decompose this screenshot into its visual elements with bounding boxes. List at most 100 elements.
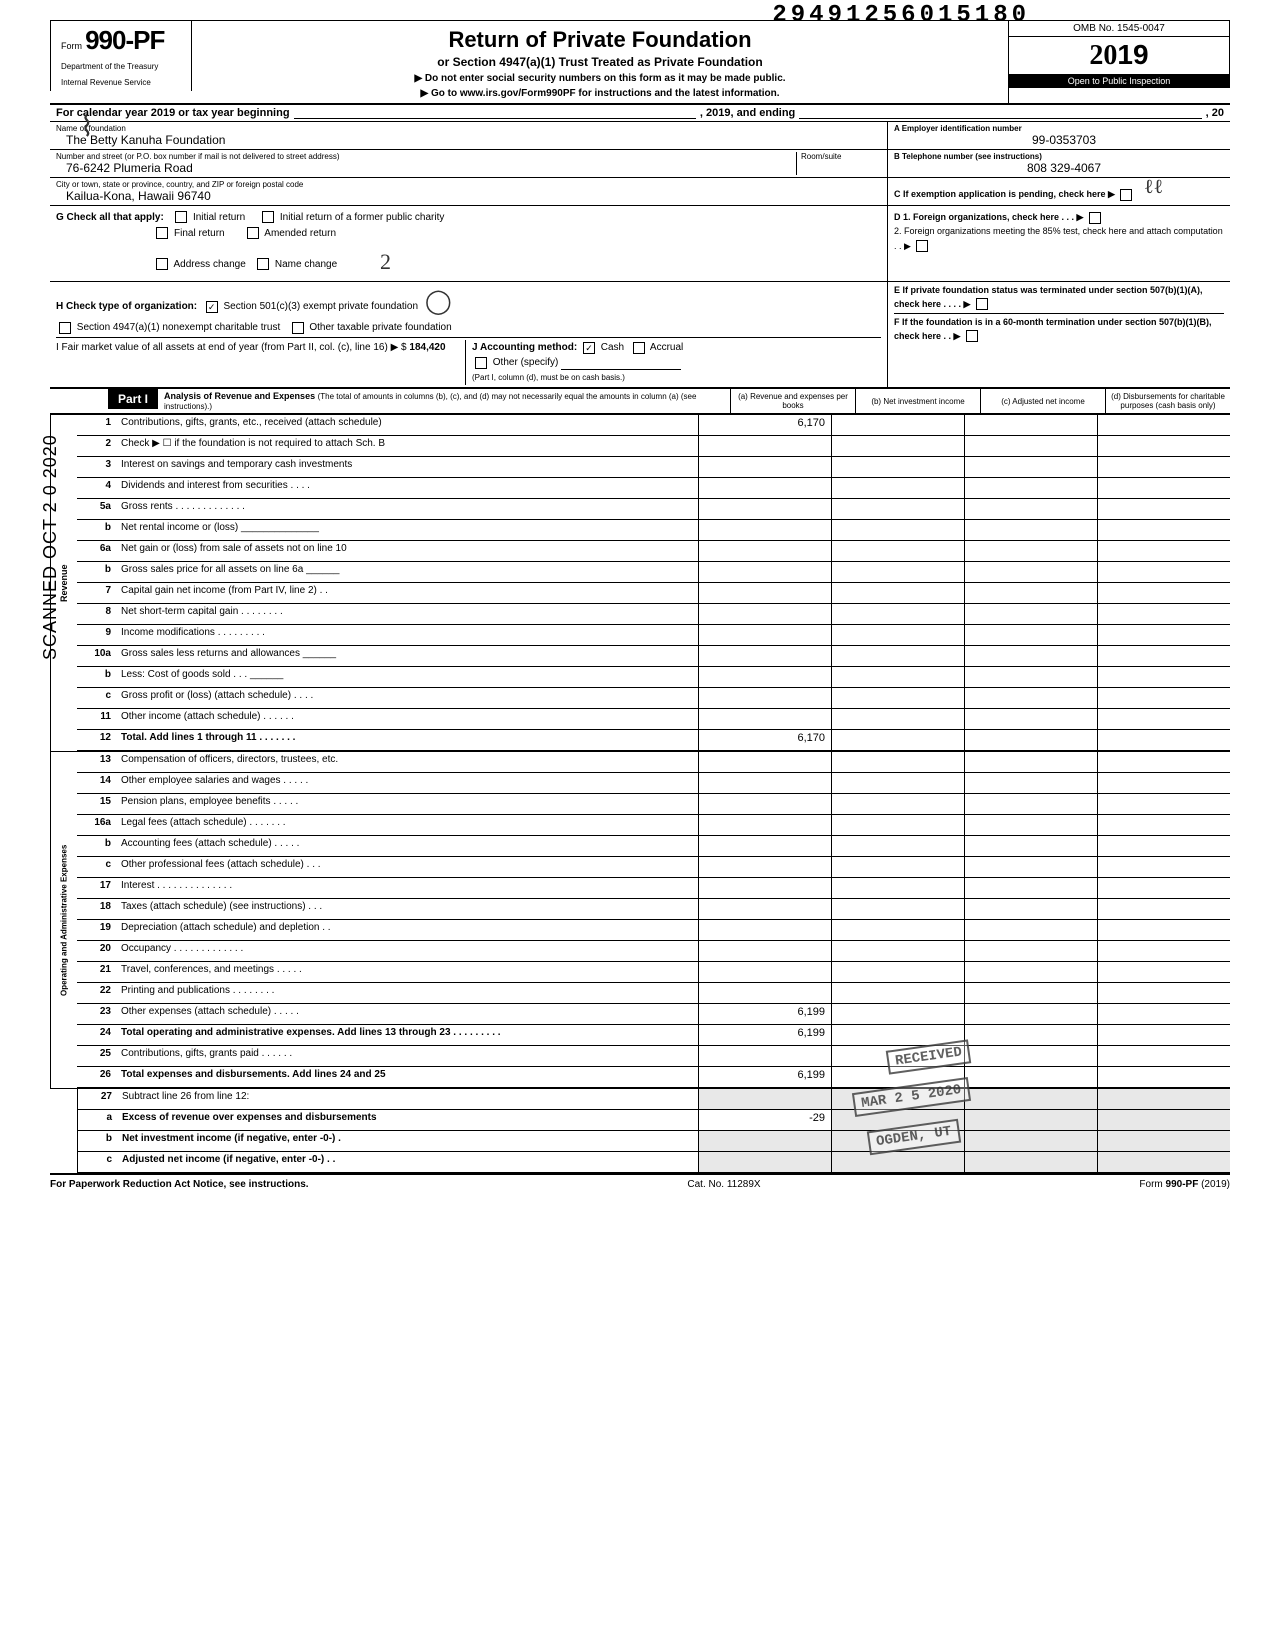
line-number: b	[78, 1131, 118, 1151]
amount-cell	[1098, 1131, 1230, 1151]
j-accrual-checkbox[interactable]	[633, 342, 645, 354]
form-990pf-page: 29491256015180 Form 990-PF Department of…	[50, 20, 1230, 1194]
amount-cell	[832, 709, 965, 729]
h-4947-checkbox[interactable]	[59, 322, 71, 334]
net-lines: 27Subtract line 26 from line 12:aExcess …	[78, 1089, 1230, 1173]
cal-year-c: , 20	[1206, 107, 1224, 119]
cal-year-b: , 2019, and ending	[700, 107, 795, 119]
line-desc: Gross sales less returns and allowances …	[117, 646, 699, 666]
line-desc: Less: Cost of goods sold . . . ______	[117, 667, 699, 687]
f-checkbox[interactable]	[966, 330, 978, 342]
g-name-change[interactable]	[257, 258, 269, 270]
amount-cell	[1098, 1152, 1230, 1172]
line-desc: Gross sales price for all assets on line…	[117, 562, 699, 582]
amount-cell	[699, 604, 832, 624]
line-number: 5a	[77, 499, 117, 519]
line-number: 11	[77, 709, 117, 729]
amount-cell	[832, 1089, 965, 1109]
pending-text: C If exemption application is pending, c…	[894, 189, 1115, 199]
amount-cell	[832, 962, 965, 982]
part1-desc: Analysis of Revenue and Expenses (The to…	[158, 389, 731, 413]
form-prefix: Form	[61, 41, 82, 51]
amount-cell	[832, 815, 965, 835]
j-cash-checkbox[interactable]	[583, 342, 595, 354]
line-desc: Depreciation (attach schedule) and deple…	[117, 920, 699, 940]
amount-cell	[832, 499, 965, 519]
g-final-return[interactable]	[156, 227, 168, 239]
amount-cell	[832, 646, 965, 666]
line-row: 7Capital gain net income (from Part IV, …	[77, 583, 1230, 604]
g-initial-return[interactable]	[175, 211, 187, 223]
line-row: 26Total expenses and disbursements. Add …	[77, 1067, 1230, 1088]
line-number: 15	[77, 794, 117, 814]
amount-cell	[965, 499, 1098, 519]
col-c-head: (c) Adjusted net income	[981, 389, 1106, 413]
address-tel-row: Number and street (or P.O. box number if…	[50, 150, 1230, 178]
d2-checkbox[interactable]	[916, 240, 928, 252]
amount-cell	[832, 583, 965, 603]
i-label: I Fair market value of all assets at end…	[56, 342, 407, 353]
amount-cell	[965, 688, 1098, 708]
line-row: 27Subtract line 26 from line 12:	[78, 1089, 1230, 1110]
amount-cell	[832, 857, 965, 877]
amount-cell	[1098, 941, 1230, 961]
line-number: 3	[77, 457, 117, 477]
amount-cell	[699, 794, 832, 814]
amount-cell	[1098, 436, 1230, 456]
line-row: 4Dividends and interest from securities …	[77, 478, 1230, 499]
e-checkbox[interactable]	[976, 298, 988, 310]
public-inspection: Open to Public Inspection	[1009, 74, 1229, 88]
g-address-change[interactable]	[156, 258, 168, 270]
amount-cell	[965, 457, 1098, 477]
line-row: 5aGross rents . . . . . . . . . . . . .	[77, 499, 1230, 520]
g-former-charity[interactable]	[262, 211, 274, 223]
amount-cell: 6,170	[699, 415, 832, 435]
amount-cell	[1098, 794, 1230, 814]
amount-cell	[1098, 520, 1230, 540]
line-number: b	[77, 667, 117, 687]
line-desc: Legal fees (attach schedule) . . . . . .…	[117, 815, 699, 835]
line-number: 4	[77, 478, 117, 498]
page-footer: For Paperwork Reduction Act Notice, see …	[50, 1173, 1230, 1194]
line-desc: Other income (attach schedule) . . . . .…	[117, 709, 699, 729]
amount-cell	[699, 541, 832, 561]
footer-mid: Cat. No. 11289X	[687, 1179, 760, 1190]
year-box: OMB No. 1545-0047 20201919 Open to Publi…	[1009, 20, 1230, 88]
amount-cell	[699, 857, 832, 877]
pending-checkbox[interactable]	[1120, 189, 1132, 201]
amount-cell	[965, 1025, 1098, 1045]
amount-cell	[832, 1067, 965, 1087]
line-number: 27	[78, 1089, 118, 1109]
line-row: 25Contributions, gifts, grants paid . . …	[77, 1046, 1230, 1067]
amount-cell	[965, 436, 1098, 456]
form-number-box: Form 990-PF Department of the Treasury I…	[50, 20, 192, 91]
j-other-checkbox[interactable]	[475, 357, 487, 369]
h-other-checkbox[interactable]	[292, 322, 304, 334]
line-desc: Net short-term capital gain . . . . . . …	[117, 604, 699, 624]
h-501c3-checkbox[interactable]	[206, 301, 218, 313]
line-number: 10a	[77, 646, 117, 666]
form-number: 990-PF	[85, 25, 164, 55]
line-number: b	[77, 562, 117, 582]
g-d-row: G Check all that apply: Initial return I…	[50, 206, 1230, 282]
line-number: b	[77, 836, 117, 856]
d1-checkbox[interactable]	[1089, 212, 1101, 224]
amount-cell: -29	[699, 1110, 832, 1130]
amount-cell	[832, 730, 965, 750]
line-row: bNet investment income (if negative, ent…	[78, 1131, 1230, 1152]
amount-cell	[1098, 709, 1230, 729]
amount-cell	[965, 899, 1098, 919]
line-row: 16aLegal fees (attach schedule) . . . . …	[77, 815, 1230, 836]
amount-cell	[699, 752, 832, 772]
g-amended[interactable]	[247, 227, 259, 239]
col-a-head: (a) Revenue and expenses per books	[731, 389, 856, 413]
amount-cell	[832, 752, 965, 772]
line-number: 25	[77, 1046, 117, 1066]
calendar-year-row: For calendar year 2019 or tax year begin…	[50, 105, 1230, 122]
amount-cell	[699, 667, 832, 687]
line-desc: Other professional fees (attach schedule…	[117, 857, 699, 877]
amount-cell	[832, 1152, 965, 1172]
amount-cell	[832, 457, 965, 477]
expenses-section: Operating and Administrative Expenses 13…	[50, 751, 1230, 1088]
amount-cell	[832, 667, 965, 687]
